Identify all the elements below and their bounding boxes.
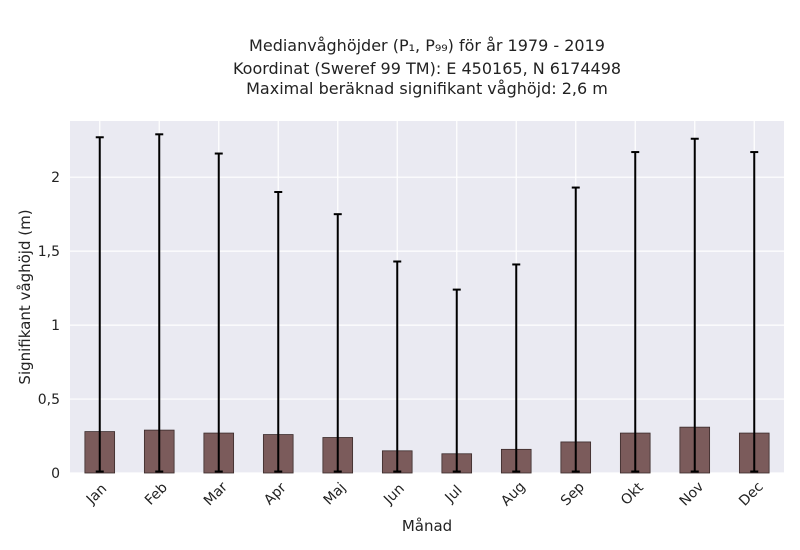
y-tick-label: 1,5 [38, 244, 60, 260]
x-tick-label: Jun [380, 481, 407, 508]
chart-title-line-2: Koordinat (Sweref 99 TM): E 450165, N 61… [233, 59, 621, 78]
y-axis-ticks: 0 0,5 1 1,5 2 [38, 170, 60, 482]
y-tick-label: 2 [51, 170, 60, 186]
chart-title: Medianvåghöjder (P₁, P₉₉) för år 1979 - … [233, 36, 621, 98]
error-bars [95, 133, 759, 473]
chart-title-line-1: Medianvåghöjder (P₁, P₉₉) för år 1979 - … [249, 36, 605, 55]
x-tick-label: Dec [736, 479, 766, 509]
errorbar-jul [452, 288, 461, 473]
chart-title-line-3: Maximal beräknad signifikant våghöjd: 2,… [246, 79, 608, 98]
plot-area [70, 121, 784, 473]
errorbar-feb [155, 133, 164, 473]
x-axis-ticks: Jan Feb Mar Apr Maj Jun Jul Aug Sep Okt Nov Dec [83, 479, 767, 510]
x-axis-label: Månad [402, 517, 452, 535]
errorbar-jan [95, 136, 104, 473]
errorbar-sep [571, 186, 580, 473]
errorbar-okt [631, 151, 640, 473]
x-tick-label: Okt [618, 479, 647, 508]
errorbar-jun [393, 260, 402, 473]
x-tick-label: Apr [261, 480, 290, 509]
y-tick-label: 0 [51, 466, 60, 482]
x-tick-label: Sep [558, 479, 588, 509]
errorbar-apr [274, 190, 283, 473]
errorbar-aug [512, 263, 521, 473]
x-tick-label: Nov [677, 479, 708, 510]
x-tick-label: Feb [142, 480, 171, 509]
errorbar-dec [750, 151, 759, 473]
errorbar-mar [214, 152, 223, 473]
y-tick-label: 0,5 [38, 392, 60, 408]
x-tick-label: Aug [498, 479, 529, 510]
errorbar-maj [333, 213, 342, 473]
x-tick-label: Maj [321, 480, 350, 509]
y-axis-label: Signifikant våghöjd (m) [16, 209, 34, 384]
x-tick-label: Jan [83, 481, 110, 508]
x-tick-label: Mar [201, 479, 231, 509]
x-tick-label: Jul [442, 483, 466, 507]
y-tick-label: 1 [51, 318, 60, 334]
errorbar-nov [690, 137, 699, 473]
